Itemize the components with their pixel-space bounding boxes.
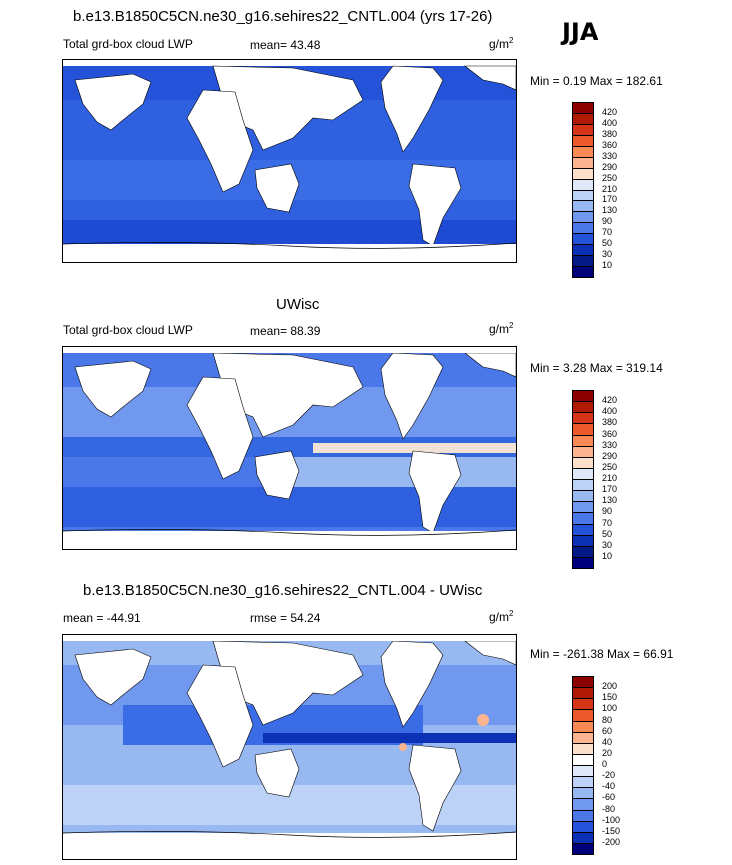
colorbar-label: 90 [602, 506, 613, 517]
colorbar-label: 130 [602, 495, 618, 506]
colorbar-label: -40 [602, 781, 616, 792]
panel2-units: g/m2 [489, 321, 514, 336]
colorbar-label: -100 [602, 814, 621, 825]
colorbar-label: 420 [602, 106, 618, 117]
panel3-map-svg [63, 635, 516, 859]
colorbar-label: 330 [602, 150, 618, 161]
colorbar-label: 250 [602, 172, 618, 183]
panel2-title: UWisc [276, 296, 320, 313]
panel1-map-svg [63, 60, 516, 262]
colorbar-label: 50 [602, 528, 613, 539]
colorbar-swatch [572, 556, 594, 569]
colorbar-label: 10 [602, 260, 613, 271]
colorbar-swatch [572, 266, 594, 278]
colorbar-label: 360 [602, 428, 618, 439]
colorbar-label: 40 [602, 736, 613, 747]
colorbar-label: 400 [602, 117, 618, 128]
colorbar-label: 200 [602, 681, 618, 692]
colorbar-label: 30 [602, 249, 613, 260]
colorbar-label: 210 [602, 473, 618, 483]
colorbar-label: 80 [602, 714, 613, 725]
colorbar-label: 30 [602, 539, 613, 550]
colorbar-label: -200 [602, 836, 621, 847]
colorbar-label: 420 [602, 395, 618, 406]
colorbar-label: -80 [602, 803, 616, 814]
colorbar-label: -150 [602, 825, 621, 836]
colorbar-label: -20 [602, 770, 616, 781]
colorbar-label: 70 [602, 227, 613, 238]
colorbar-label: 130 [602, 205, 618, 216]
panel3-title: b.e13.B1850C5CN.ne30_g16.sehires22_CNTL.… [83, 582, 483, 599]
panel1-title: b.e13.B1850C5CN.ne30_g16.sehires22_CNTL.… [73, 8, 493, 25]
panel2-variable-label: Total grd-box cloud LWP [63, 323, 193, 337]
panel3-rmse-label: rmse = 54.24 [250, 611, 321, 625]
panel1-units: g/m2 [489, 36, 514, 51]
season-label: JJA [562, 18, 599, 46]
colorbar-label: 150 [602, 692, 618, 703]
colorbar-label: -60 [602, 792, 616, 803]
panel1-map [62, 59, 517, 263]
colorbar-label: 100 [602, 703, 618, 714]
colorbar-label: 170 [602, 194, 618, 205]
colorbar-label: 400 [602, 406, 618, 417]
panel3-colorbar: 200 150 100 80 60 40 20 0 -20 -40 -60 -80 -100 -150 -2… [572, 676, 632, 855]
panel3-minmax: Min = -261.38 Max = 66.91 [530, 647, 674, 661]
colorbar-label: 90 [602, 216, 613, 227]
panel1-variable-label: Total grd-box cloud LWP [63, 37, 193, 51]
panel1-minmax: Min = 0.19 Max = 182.61 [530, 74, 663, 88]
panel2-minmax: Min = 3.28 Max = 319.14 [530, 361, 663, 375]
panel1-mean-label: mean= 43.48 [250, 38, 321, 52]
colorbar-label: 170 [602, 484, 618, 495]
colorbar-swatch [572, 842, 594, 855]
colorbar-label: 330 [602, 439, 618, 450]
colorbar-label: 290 [602, 450, 618, 461]
colorbar-label: 70 [602, 517, 613, 528]
panel2-colorbar: 420 400 380 360 330 290 250 210 170 130 90 70 50 30 10 [572, 390, 632, 569]
panel3-mean-label: mean = -44.91 [63, 611, 141, 625]
panel2-map-svg [63, 347, 516, 549]
colorbar-label: 20 [602, 747, 613, 758]
colorbar-label: 60 [602, 725, 613, 736]
panel3-units: g/m2 [489, 609, 514, 624]
colorbar-label: 0 [602, 759, 608, 769]
colorbar-label: 360 [602, 139, 618, 150]
colorbar-label: 50 [602, 238, 613, 249]
colorbar-label: 380 [602, 417, 618, 428]
panel2-mean-label: mean= 88.39 [250, 324, 321, 338]
colorbar-label: 250 [602, 461, 618, 472]
panel2-map [62, 346, 517, 550]
panel3-map [62, 634, 517, 860]
colorbar-label: 210 [602, 183, 618, 194]
colorbar-label: 290 [602, 161, 618, 172]
colorbar-label: 380 [602, 128, 618, 139]
panel1-colorbar: 420 400 380 360 330 290 250 210 170 130 90 70 50 30 10 [572, 102, 632, 278]
colorbar-label: 10 [602, 550, 613, 561]
